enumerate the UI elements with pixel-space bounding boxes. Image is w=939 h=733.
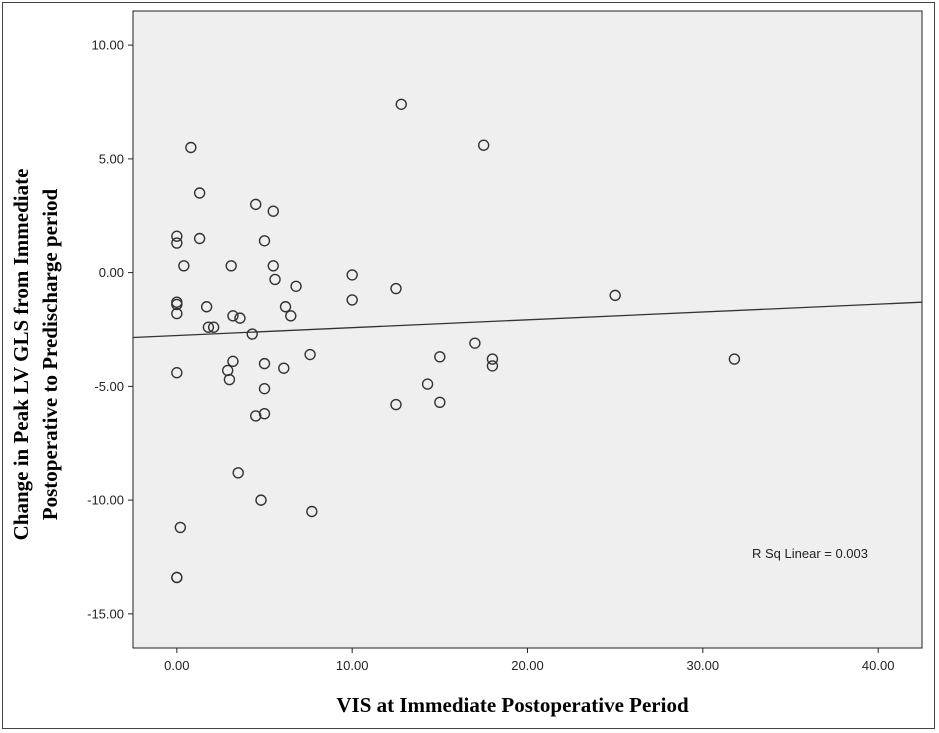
data-point [609, 289, 621, 302]
data-point [285, 310, 297, 322]
data-point [434, 396, 446, 408]
data-point [306, 505, 318, 518]
data-point [728, 353, 741, 365]
x-tick-label: 20.00 [511, 658, 544, 673]
data-point [469, 337, 481, 349]
data-point [200, 301, 213, 313]
y-tick-label: -15.00 [87, 606, 124, 621]
y-axis-title-line1: Change in Peak LV GLS from Immediate [9, 169, 33, 541]
y-tick-label: 10.00 [91, 38, 124, 53]
data-point [390, 398, 402, 411]
x-axis-title: VIS at Immediate Postoperative Period [336, 693, 689, 717]
points-layer [171, 98, 741, 584]
data-point [227, 310, 239, 322]
data-point [171, 571, 183, 584]
data-point [193, 187, 206, 199]
data-point [171, 307, 183, 320]
y-tick-label: 0.00 [99, 265, 124, 280]
plot-area [132, 10, 923, 649]
data-point [185, 141, 197, 154]
data-point [193, 232, 206, 245]
x-tick-label: 40.00 [862, 658, 895, 673]
data-point [171, 367, 183, 379]
data-point [178, 260, 190, 272]
data-point [395, 98, 407, 110]
x-tick-label: 0.00 [164, 658, 189, 673]
data-point [174, 521, 187, 534]
data-point [250, 198, 262, 211]
data-point [227, 355, 239, 368]
fit-line-layer [132, 301, 923, 339]
data-point [346, 294, 358, 306]
data-point [477, 139, 490, 151]
data-point [246, 328, 258, 340]
data-point [225, 260, 237, 272]
y-axis: 10.00 5.00 0.00 -5.00 -10.00 -15.00 [87, 38, 133, 621]
r-squared-annotation: R Sq Linear = 0.003 [752, 546, 868, 561]
y-axis-title-line2: Postoperative to Predischarge period [38, 188, 62, 520]
data-point [278, 362, 290, 374]
data-point [346, 269, 358, 281]
data-point [234, 312, 246, 324]
data-point [304, 348, 316, 361]
data-point [171, 298, 183, 311]
data-point [486, 353, 499, 365]
data-point [258, 235, 271, 247]
data-point [421, 378, 434, 390]
x-tick-label: 30.00 [687, 658, 720, 673]
data-point [171, 230, 183, 242]
data-point [390, 282, 402, 295]
data-point [267, 205, 279, 217]
data-point [258, 357, 271, 370]
y-tick-label: -10.00 [87, 493, 124, 508]
data-point [232, 467, 244, 479]
y-tick-label: 5.00 [99, 151, 124, 166]
data-point [434, 351, 446, 363]
data-point [202, 321, 215, 333]
data-point [269, 273, 281, 286]
data-point [255, 494, 267, 506]
fit-line [132, 301, 923, 339]
x-tick-label: 10.00 [336, 658, 369, 673]
data-point [207, 321, 220, 333]
data-point [486, 360, 499, 372]
data-point [171, 237, 183, 249]
y-tick-label: -5.00 [94, 379, 124, 394]
x-axis: 0.00 10.00 20.00 30.00 40.00 [164, 648, 894, 673]
data-point [258, 382, 271, 395]
data-point [267, 260, 279, 272]
data-point [223, 373, 236, 386]
data-point [279, 301, 292, 313]
data-point [258, 407, 271, 420]
data-point [290, 280, 302, 292]
